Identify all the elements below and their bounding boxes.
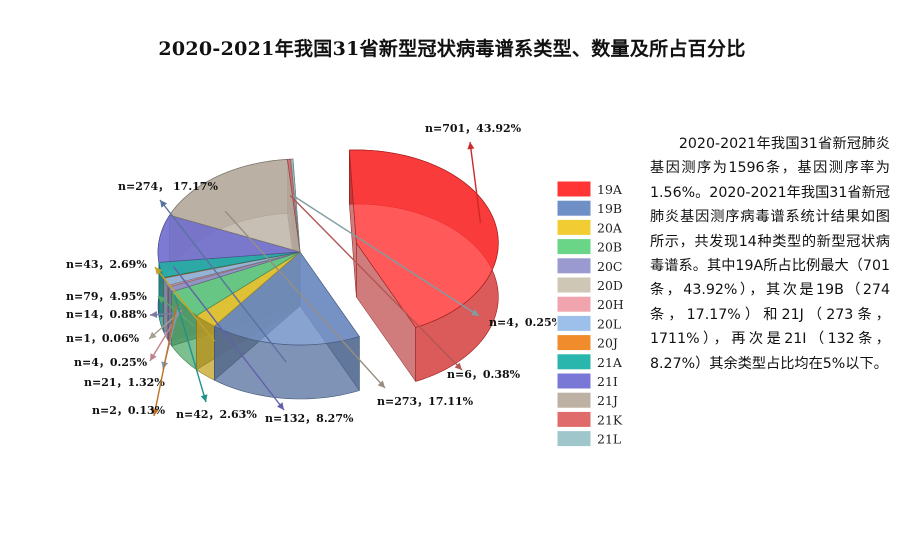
data-label-21I: n=132，8.27% [265,412,354,425]
leader-line-19A [469,141,482,224]
legend-label-21J: 21J [597,393,618,408]
pie-tops [157,149,499,346]
arrow-head-21I [277,402,284,410]
leader-line-20B [157,295,195,327]
legend-label-19A: 19A [597,182,623,197]
leader-line-20J [153,302,178,417]
leader-line-20A [154,266,216,342]
legend-swatch-21A [556,353,592,371]
legend-swatch-20D [556,276,592,294]
arrow-head-21A [200,394,208,402]
data-label-20D: n=1，0.06% [66,332,140,345]
arrow-head-20C [150,311,158,318]
data-label-21J: n=273，17.11% [377,395,474,408]
arrow-head-19B [160,200,168,208]
leader-line-21J [224,210,386,389]
slice-20B [171,251,301,317]
arrow-head-21K [454,362,462,370]
data-label-20A: n=43，2.69% [66,258,147,271]
leader-line-21I [173,266,285,411]
leader-line-21K [289,195,463,371]
data-label-20B: n=79，4.95% [66,290,147,303]
legend-swatch-21J [556,391,592,409]
legend-swatch-20H [556,295,592,313]
arrow-head-20A [155,267,163,275]
slice-19A [348,149,499,328]
slice-20A [195,251,301,327]
legend-swatch-20B [556,238,592,256]
arrow-head-20H [150,353,157,361]
legend-swatch-21L [556,430,592,448]
legend-swatch-20L [556,314,592,332]
slice-21I [157,214,301,263]
legend-swatch-21K [556,410,592,428]
legend-label-19B: 19B [597,201,622,216]
data-label-19B: n=274， 17.17% [118,180,218,193]
arrow-head-21J [377,380,385,388]
data-label-20H: n=4，0.25% [74,356,148,369]
legend-swatch-21I [556,372,592,390]
legend: 19A 19B 20A 20B 20C 20D 20H 20L 20J 21A 21I 21J 21K 2… [556,180,624,448]
slice-21J [169,158,301,253]
slice-19B [213,251,360,346]
description-paragraph: 2020-2021年我国31省新冠肺炎基因测序为1596条，基因测序率为1.56… [650,136,895,372]
data-label-20J: n=2，0.13% [92,404,166,417]
legend-swatch-20C [556,257,592,275]
chart-title: 2020-2021年我国31省新型冠状病毒谱系类型、数量及所占百分比 [158,38,746,60]
arrow-head-20J [152,408,159,416]
legend-swatch-20J [556,334,592,352]
data-label-21A: n=42，2.63% [176,408,257,421]
legend-label-21I: 21I [597,374,618,389]
data-label-19A: n=701，43.92% [425,122,522,135]
legend-swatch-19B [556,199,592,217]
arrow-head-21L [471,309,479,316]
legend-swatch-20A [556,218,592,236]
legend-label-20L: 20L [597,316,621,331]
arrow-head-20D [149,331,157,339]
data-label-20C: n=14，0.88% [66,308,147,321]
legend-label-20B: 20B [597,240,622,255]
leader-line-21A [173,295,207,403]
legend-label-20H: 20H [597,297,624,312]
legend-swatch-19A [556,180,592,198]
arrow-head-19A [467,142,475,150]
slice-21L [290,158,301,253]
data-labels: n=701，43.92% n=274， 17.17% n=43，2.69% n=79，… [66,122,563,425]
data-label-20L: n=21，1.32% [84,376,165,389]
legend-label-21A: 21A [597,355,623,370]
leader-line-19B [159,199,287,363]
data-label-21K: n=6，0.38% [447,368,521,381]
legend-label-21L: 21L [597,432,621,447]
legend-label-20C: 20C [597,259,622,274]
description-text: 2020-2021年我国31省新冠肺炎基因测序为1596条，基因测序率为1.56… [650,132,890,376]
leader-line-21L [292,194,480,317]
legend-label-20D: 20D [597,278,623,293]
legend-label-20J: 20J [597,336,618,351]
data-label-21L: n=4，0.25% [489,316,563,329]
arrow-head-20B [158,296,166,304]
legend-label-20A: 20A [597,220,623,235]
legend-label-21K: 21K [597,412,623,427]
